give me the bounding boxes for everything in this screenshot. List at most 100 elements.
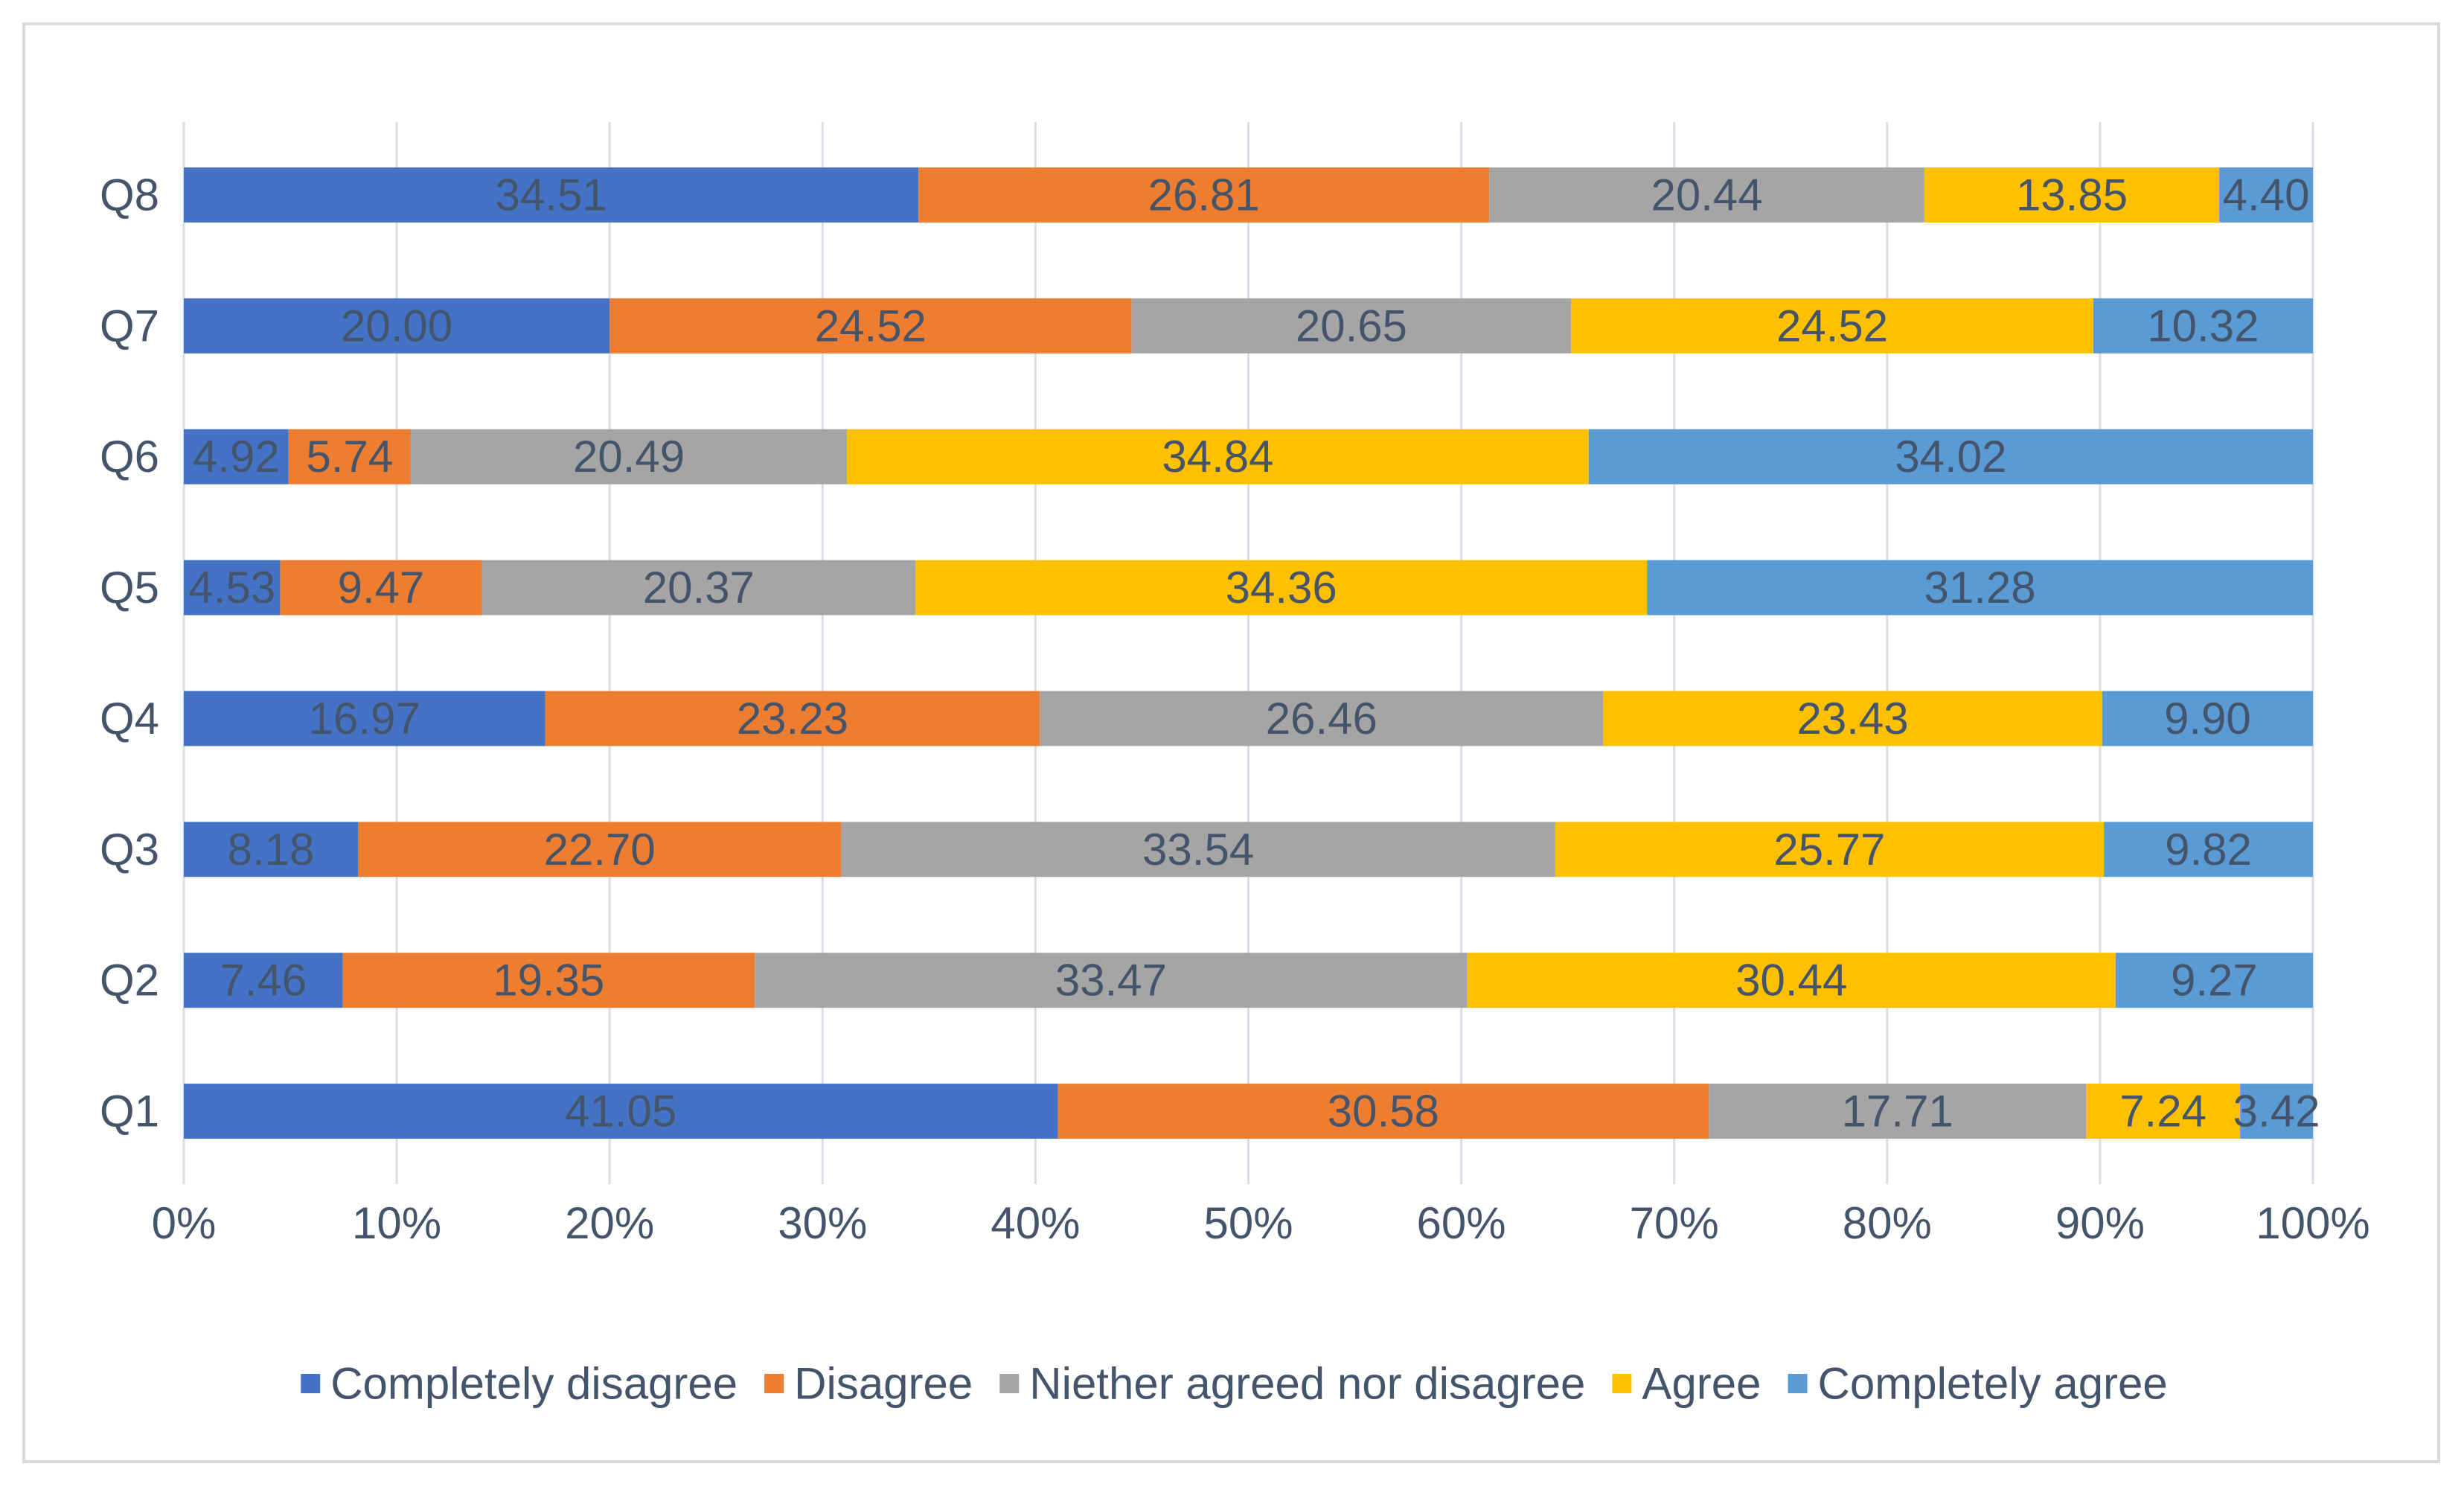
bar-segment — [184, 1084, 1058, 1139]
bar-segment — [184, 691, 545, 746]
bar-segment — [545, 691, 1040, 746]
legend-swatch — [1788, 1374, 1808, 1393]
data-label: 3.42 — [2233, 1087, 2320, 1136]
data-label: 23.43 — [1796, 694, 1908, 744]
data-label: 9.90 — [2164, 694, 2251, 744]
data-label: 4.53 — [188, 563, 275, 613]
data-label: 16.97 — [309, 694, 420, 744]
data-label: 33.54 — [1142, 825, 1254, 874]
legend-item: Niether agreed nor disagree — [999, 1359, 1585, 1409]
legend-item: Completely agree — [1788, 1359, 2168, 1409]
bar-segment — [1467, 953, 2116, 1008]
bar-segment — [184, 167, 919, 223]
y-category-label: Q2 — [100, 956, 159, 1005]
x-tick-label: 40% — [991, 1198, 1080, 1248]
bar-segment — [1555, 822, 2105, 877]
legend-label: Niether agreed nor disagree — [1029, 1359, 1585, 1409]
data-label: 34.02 — [1895, 432, 2006, 482]
legend: Completely disagree Disagree Niether agree… — [301, 1359, 2168, 1409]
data-label: 19.35 — [493, 956, 604, 1005]
data-label: 8.18 — [228, 825, 315, 874]
bar-segment — [1588, 429, 2313, 485]
x-tick-label: 70% — [1630, 1198, 1719, 1248]
data-label: 26.81 — [1148, 170, 1260, 220]
legend-swatch — [764, 1374, 784, 1393]
data-label: 34.84 — [1162, 432, 1273, 482]
y-category-label: Q7 — [100, 301, 159, 351]
axes: 0% 10% 20% 30% 40% 50% 60% 70% 80% 90% 100% Q1 Q2 Q3 Q… — [100, 170, 2370, 1248]
data-label: 20.65 — [1296, 301, 1407, 351]
bar-segment — [342, 953, 755, 1008]
data-label: 24.52 — [815, 301, 927, 351]
data-label: 22.70 — [544, 825, 656, 874]
bar-segment — [184, 822, 359, 877]
data-label: 31.28 — [1924, 563, 2036, 613]
data-label: 9.82 — [2165, 825, 2252, 874]
data-label: 4.92 — [193, 432, 280, 482]
data-label: 5.74 — [306, 432, 393, 482]
data-label: 25.77 — [1773, 825, 1885, 874]
legend-swatch — [301, 1374, 321, 1393]
stacked-bar-chart: 41.05 30.58 17.71 7.24 3.42 7.46 19.35 33.47 30.… — [100, 122, 2370, 1409]
data-label: 41.05 — [565, 1087, 676, 1136]
data-label: 20.44 — [1651, 170, 1762, 220]
data-label: 20.49 — [573, 432, 685, 482]
bar-segment — [2240, 1084, 2313, 1139]
legend-label: Completely disagree — [330, 1359, 737, 1409]
bar-segment — [1603, 691, 2102, 746]
x-tick-label: 0% — [152, 1198, 217, 1248]
bar-segment — [288, 429, 411, 485]
y-category-label: Q8 — [100, 170, 159, 220]
legend-swatch — [999, 1374, 1020, 1393]
y-category-label: Q5 — [100, 563, 159, 613]
legend-label: Disagree — [794, 1359, 973, 1409]
data-label: 33.47 — [1055, 956, 1167, 1005]
bar-segment — [2102, 691, 2313, 746]
x-tick-label: 80% — [1843, 1198, 1932, 1248]
bar-segment — [410, 429, 848, 485]
y-category-label: Q1 — [100, 1087, 159, 1136]
data-label: 10.32 — [2147, 301, 2259, 351]
bar-segment — [841, 822, 1555, 877]
bar-segment — [184, 953, 343, 1008]
x-tick-label: 30% — [778, 1198, 867, 1248]
data-label: 9.27 — [2171, 956, 2258, 1005]
bar-segment — [2115, 953, 2313, 1008]
legend-label: Agree — [1642, 1359, 1761, 1409]
x-tick-label: 10% — [352, 1198, 441, 1248]
data-label: 34.51 — [496, 170, 607, 220]
x-tick-label: 20% — [565, 1198, 654, 1248]
bar-segment — [1040, 691, 1604, 746]
data-label: 7.46 — [220, 956, 307, 1005]
legend-item: Disagree — [764, 1359, 973, 1409]
x-tick-label: 100% — [2256, 1198, 2369, 1248]
data-label: 4.40 — [2223, 170, 2310, 220]
data-label: 24.52 — [1776, 301, 1888, 351]
bars — [184, 167, 2313, 1139]
bar-segment — [1131, 298, 1572, 354]
x-tick-label: 50% — [1203, 1198, 1293, 1248]
data-label: 7.24 — [2119, 1087, 2207, 1136]
x-tick-label: 90% — [2055, 1198, 2145, 1248]
data-label: 34.36 — [1226, 563, 1337, 613]
data-label: 13.85 — [2016, 170, 2128, 220]
bar-segment — [847, 429, 1589, 485]
data-label: 30.44 — [1735, 956, 1847, 1005]
bar-segment — [280, 560, 482, 615]
bar-segment — [184, 298, 610, 354]
legend-label: Completely agree — [1818, 1359, 2168, 1409]
bar-segment — [1924, 167, 2220, 223]
bar-segment — [2093, 298, 2313, 354]
bar-segment — [358, 822, 842, 877]
data-labels: 41.05 30.58 17.71 7.24 3.42 7.46 19.35 33.47 30.… — [188, 170, 2320, 1136]
bar-segment — [184, 560, 281, 615]
data-label: 17.71 — [1842, 1087, 1953, 1136]
bar-segment — [481, 560, 916, 615]
y-category-label: Q6 — [100, 432, 159, 482]
gridlines — [182, 122, 2314, 1184]
y-category-label: Q3 — [100, 825, 159, 874]
bar-segment — [1709, 1084, 2087, 1139]
data-label: 23.23 — [737, 694, 848, 744]
legend-item: Completely disagree — [301, 1359, 737, 1409]
data-label: 26.46 — [1266, 694, 1377, 744]
